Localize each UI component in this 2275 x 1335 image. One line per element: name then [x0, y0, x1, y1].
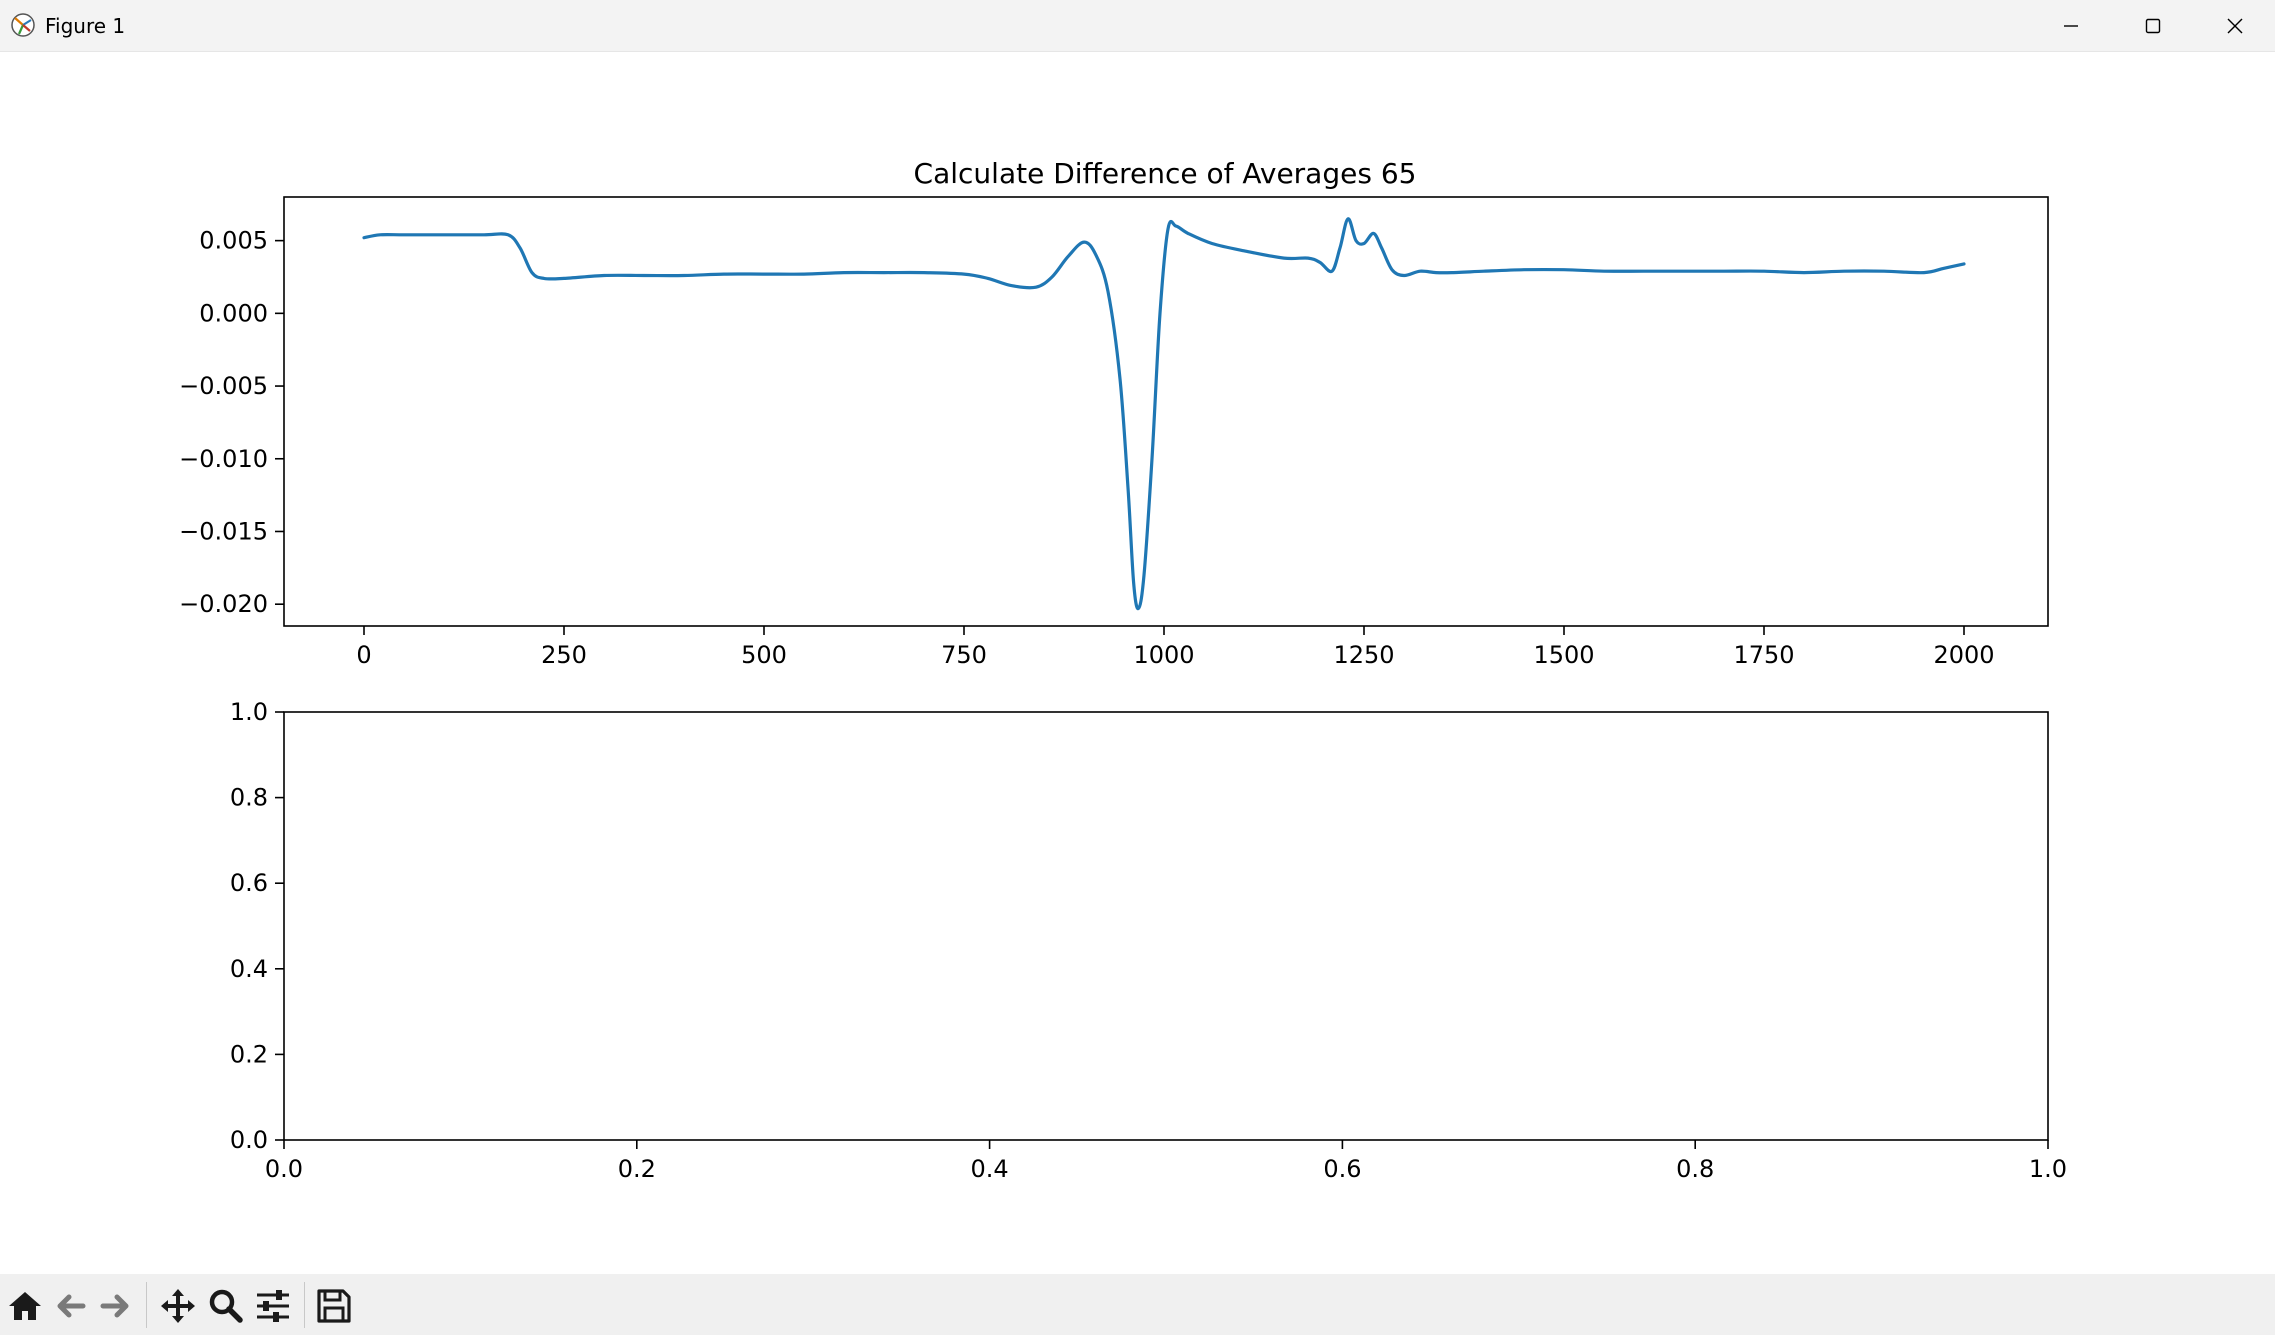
top-y-tick-label: 0.000: [199, 299, 268, 327]
close-icon: [2227, 18, 2243, 33]
top-axes-frame: [283, 196, 2049, 627]
configure-subplots-icon: [257, 1290, 289, 1322]
window-title: Figure 1: [45, 14, 126, 38]
figure-canvas: Calculate Difference of Averages 65 0 250…: [0, 52, 2275, 1274]
minimize-icon: [2064, 24, 2078, 27]
toolbar-separator: [304, 1282, 305, 1328]
save-button[interactable]: [312, 1284, 356, 1328]
bottom-y-tick-label: 1.0: [230, 698, 268, 726]
window-titlebar: Figure 1: [0, 0, 2275, 52]
top-x-tick-label: 1000: [1133, 641, 1194, 669]
top-x-tick-label: 1750: [1733, 641, 1794, 669]
configure-subplots-button[interactable]: [251, 1284, 295, 1328]
bottom-x-tick-label: 0.0: [265, 1155, 303, 1183]
pan-icon: [161, 1289, 195, 1323]
bottom-axes-frame: [283, 711, 2049, 1141]
toolbar-separator: [146, 1282, 147, 1328]
bottom-x-tick-label: 0.4: [971, 1155, 1009, 1183]
top-series-line: [362, 217, 1966, 611]
top-x-tick-label: 1500: [1533, 641, 1594, 669]
pan-button[interactable]: [156, 1284, 200, 1328]
top-x-tick-label: 1250: [1333, 641, 1394, 669]
bottom-x-tick-label: 0.8: [1676, 1155, 1714, 1183]
top-chart-title: Calculate Difference of Averages 65: [914, 157, 1417, 190]
bottom-axes: 0.0 0.2 0.4 0.6 0.8 1.0 1.0 0.8 0.6 0.4 0.2 0.0: [230, 698, 2067, 1183]
figure-svg: Calculate Difference of Averages 65 0 250…: [179, 157, 2067, 1183]
back-button[interactable]: [49, 1284, 93, 1328]
bottom-y-tick-label: 0.6: [230, 869, 268, 897]
minimize-button[interactable]: [2031, 0, 2111, 51]
bottom-x-tick-label: 1.0: [2029, 1155, 2067, 1183]
top-y-tick-label: −0.020: [179, 590, 268, 618]
top-x-tick-label: 500: [741, 641, 787, 669]
top-y-tick-label: 0.005: [199, 227, 268, 255]
bottom-x-tick-label: 0.2: [618, 1155, 656, 1183]
navigation-toolbar: [0, 1274, 2275, 1335]
zoom-button[interactable]: [204, 1284, 248, 1328]
maximize-icon: [2145, 18, 2161, 33]
top-y-tick-label: −0.010: [179, 445, 268, 473]
home-icon: [9, 1292, 41, 1320]
bottom-y-tick-label: 0.8: [230, 784, 268, 812]
bottom-x-tick-label: 0.6: [1323, 1155, 1361, 1183]
forward-button[interactable]: [93, 1284, 137, 1328]
top-x-tick-label: 250: [541, 641, 587, 669]
bottom-y-tick-label: 0.2: [230, 1040, 268, 1068]
matplotlib-app-icon: [11, 13, 35, 37]
top-x-tick-label: 0: [356, 641, 371, 669]
home-button[interactable]: [3, 1284, 47, 1328]
maximize-button[interactable]: [2113, 0, 2193, 51]
zoom-icon: [209, 1289, 243, 1323]
forward-arrow-icon: [100, 1294, 129, 1318]
top-y-tick-label: −0.005: [179, 372, 268, 400]
top-axes: 0 250 500 750 1000 1250 1500 1750 2000 0.005 0.000…: [179, 196, 2049, 669]
top-y-tick-label: −0.015: [179, 517, 268, 545]
save-icon: [317, 1289, 351, 1323]
close-button[interactable]: [2195, 0, 2275, 51]
back-arrow-icon: [57, 1294, 86, 1318]
top-x-tick-label: 2000: [1933, 641, 1994, 669]
bottom-y-tick-label: 0.4: [230, 955, 268, 983]
bottom-y-tick-label: 0.0: [230, 1126, 268, 1154]
top-x-tick-label: 750: [941, 641, 987, 669]
